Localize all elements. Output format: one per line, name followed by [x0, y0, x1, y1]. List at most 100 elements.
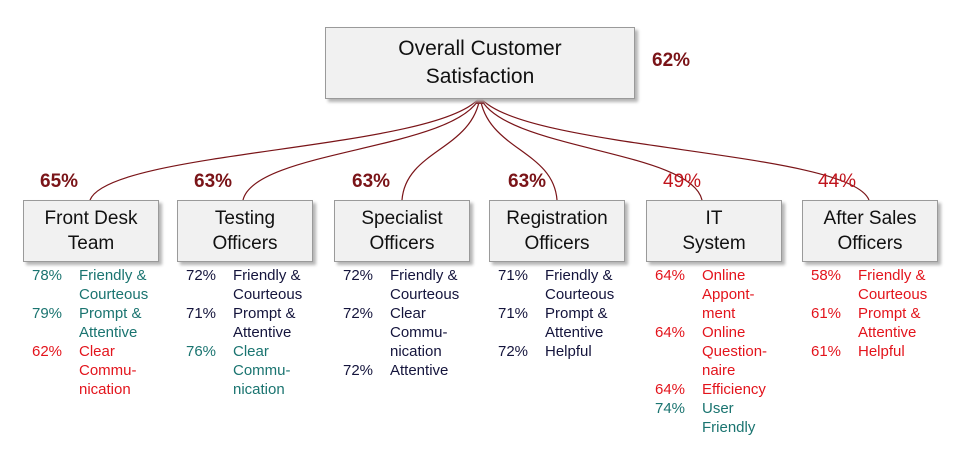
metric-label-line: Online [702, 324, 746, 341]
group-title-line1: Testing [214, 208, 276, 229]
group-title-line2: Officers [524, 233, 590, 254]
metric-label-line: nication [79, 381, 131, 398]
metric-label-line: Commu- [233, 362, 291, 379]
metric-label-line: Friendly [702, 419, 756, 436]
metric-row: 64% Efficiency [655, 380, 767, 399]
metric-label-line: Friendly & [858, 267, 926, 284]
metric-row: 61% Prompt & Attentive [811, 304, 927, 342]
group-node: Front Desk Team [23, 200, 159, 262]
metric-label: Helpful [858, 342, 905, 361]
metric-score: 58% [811, 267, 842, 284]
connector-line [479, 96, 870, 201]
metric-label: Online Question-naire [702, 323, 767, 380]
arrowhead-icon [475, 95, 485, 104]
metric-label-line: Friendly & [545, 267, 613, 284]
metric-label-line: Attentive [79, 324, 138, 341]
metric-score: 79% [32, 305, 63, 322]
metric-label-line: Courteous [858, 286, 928, 303]
metric-list: 58% Friendly & Courteous 61% Prompt & Attenti… [811, 266, 927, 361]
metric-score: 64% [655, 324, 686, 341]
metric-label-line: Prompt & [233, 305, 296, 322]
metric-label-line: Friendly & [233, 267, 301, 284]
metric-label-line: Courteous [545, 286, 615, 303]
metric-label: Clear Commu-nication [233, 342, 291, 399]
metric-row: 71% Friendly & Courteous [498, 266, 614, 304]
root-score: 62% [652, 50, 691, 71]
metric-label: Online Appont-ment [702, 266, 755, 323]
metric-list: 72% Friendly & Courteous 72% Clear Commu-nica… [343, 266, 459, 380]
metric-score: 72% [498, 343, 529, 360]
metric-label: Clear Commu-nication [390, 304, 448, 361]
connector-line [479, 96, 558, 201]
metric-row: 61% Helpful [811, 342, 927, 361]
group-title-line2: Officers [212, 233, 278, 254]
metric-row: 72% Friendly & Courteous [186, 266, 302, 304]
group-score: 44% [818, 171, 857, 192]
metric-score: 71% [498, 267, 529, 284]
connector-line [401, 96, 481, 201]
metric-label-line: Prompt & [545, 305, 608, 322]
metric-row: 71% Prompt & Attentive [186, 304, 302, 342]
metric-label-line: Friendly & [390, 267, 458, 284]
metric-label: Prompt & Attentive [545, 304, 608, 342]
metric-score: 64% [655, 267, 686, 284]
group-score: 65% [40, 171, 79, 192]
metric-label-line: Attentive [390, 362, 449, 379]
group-title-line1: Specialist [361, 208, 443, 229]
metric-label: Prompt & Attentive [858, 304, 921, 342]
group-title-line1: Registration [506, 208, 608, 229]
group-score: 63% [194, 171, 233, 192]
metric-score: 76% [186, 343, 217, 360]
metric-label-line: Attentive [858, 324, 917, 341]
metric-row: 72% Helpful [498, 342, 614, 361]
metric-label: Clear Commu-nication [79, 342, 137, 399]
metric-row: 71% Prompt & Attentive [498, 304, 614, 342]
root-title-line1: Overall Customer [398, 37, 562, 60]
metric-row: 62% Clear Commu-nication [32, 342, 148, 399]
metric-score: 62% [32, 343, 63, 360]
metric-label-line: nication [233, 381, 285, 398]
metric-label-line: Prompt & [79, 305, 142, 322]
metric-label-line: Friendly & [79, 267, 147, 284]
connector-line [479, 96, 703, 201]
metric-label: Friendly & Courteous [545, 266, 614, 304]
group-title-line2: Officers [369, 233, 435, 254]
metric-label-line: Helpful [545, 343, 592, 360]
metric-label-line: Clear [79, 343, 115, 360]
metric-label-line: Prompt & [858, 305, 921, 322]
metric-label-line: Courteous [79, 286, 149, 303]
group-title-line1: IT [705, 208, 723, 229]
metric-label-line: Commu- [79, 362, 137, 379]
group-node: Specialist Officers [334, 200, 470, 262]
metric-label: Prompt & Attentive [233, 304, 296, 342]
metric-row: 64% Online Appont-ment [655, 266, 767, 323]
metric-list: 64% Online Appont-ment 64% Online Question-na… [655, 266, 767, 437]
metric-label-line: Question- [702, 343, 768, 360]
metric-row: 72% Friendly & Courteous [343, 266, 459, 304]
metric-list: 72% Friendly & Courteous 71% Prompt & Attenti… [186, 266, 302, 399]
metric-label-line: Attentive [233, 324, 292, 341]
metric-score: 74% [655, 400, 686, 417]
metric-list: 78% Friendly & Courteous 79% Prompt & Attenti… [32, 266, 148, 399]
metric-label-line: ment [702, 305, 736, 322]
metric-label-line: Clear [233, 343, 269, 360]
metric-row: 64% Online Question-naire [655, 323, 767, 380]
connector-line [242, 96, 481, 201]
metric-label-line: Efficiency [702, 381, 766, 398]
metric-label-line: Commu- [390, 324, 448, 341]
metric-score: 72% [343, 267, 374, 284]
metric-score: 78% [32, 267, 63, 284]
metric-label-line: Courteous [390, 286, 460, 303]
group-node: IT System [646, 200, 782, 262]
group-score: 63% [352, 171, 391, 192]
metric-label: Friendly & Courteous [390, 266, 459, 304]
group-title-line1: After Sales [823, 208, 917, 229]
group-score: 63% [508, 171, 547, 192]
metric-row: 74% User Friendly [655, 399, 767, 437]
group-title-line2: System [682, 233, 746, 254]
group-title-line2: Officers [837, 233, 903, 254]
metric-label: Friendly & Courteous [233, 266, 302, 304]
metric-label-line: Attentive [545, 324, 604, 341]
metric-row: 72% Attentive [343, 361, 459, 380]
